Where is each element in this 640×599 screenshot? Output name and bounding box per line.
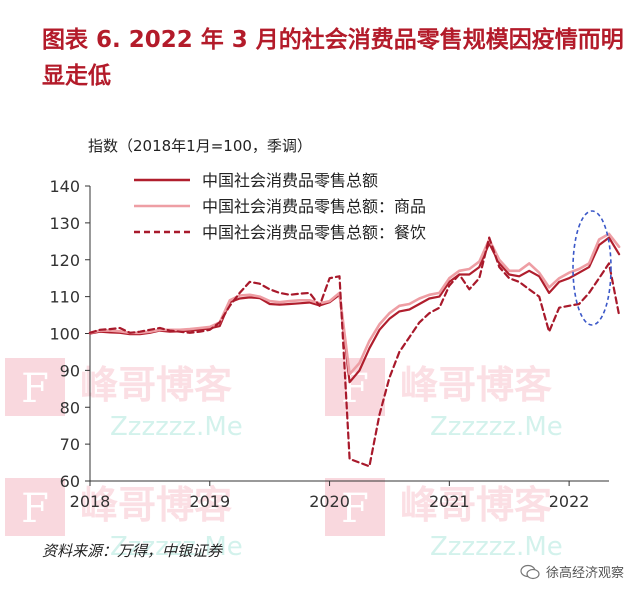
watermark-text: 峰哥博客	[400, 363, 552, 407]
legend-label-1: 中国社会消费品零售总额	[202, 171, 378, 190]
wechat-icon	[520, 564, 540, 579]
watermark-text: 峰哥博客	[400, 483, 552, 527]
y-tick-label: 140	[49, 177, 80, 196]
y-tick-label: 120	[49, 251, 80, 270]
watermark-letter: F	[21, 366, 49, 412]
watermark-logo	[5, 358, 65, 416]
footer-account: 徐高经济观察	[545, 566, 624, 581]
watermark-text: 峰哥博客	[80, 483, 232, 527]
y-tick-label: 80	[60, 398, 80, 417]
x-tick-label: 2020	[309, 492, 350, 511]
x-tick-label: 2018	[70, 492, 111, 511]
source-note: 资料来源：万得，中银证券	[42, 542, 223, 560]
watermark-letter: F	[341, 486, 369, 532]
watermark-logo	[5, 478, 65, 536]
legend-label-2: 中国社会消费品零售总额：商品	[202, 197, 426, 216]
page-title: 图表 6. 2022 年 3 月的社会消费品零售规模因疫情而明显走低	[42, 27, 624, 89]
y-tick-label: 90	[60, 361, 80, 380]
series-line-3	[88, 236, 621, 468]
legend-label-3: 中国社会消费品零售总额：餐饮	[202, 223, 426, 242]
series-line-2	[88, 232, 621, 376]
watermark: F 峰哥博客 Zzzzzz.Me F 峰哥博客 Zzzzzz.Me F 峰哥博客 Zzzzzz.…	[5, 358, 563, 562]
y-tick-label: 100	[49, 325, 80, 344]
watermark-logo	[325, 478, 385, 536]
watermark-sub: Zzzzzz.Me	[430, 412, 563, 442]
y-tick-label: 110	[49, 288, 80, 307]
y-tick-label: 60	[60, 472, 80, 491]
footer: 徐高经济观察	[520, 562, 624, 581]
watermark-sub: Zzzzzz.Me	[110, 532, 243, 562]
highlight-ellipse	[572, 210, 612, 326]
x-tick-label: 2019	[189, 492, 230, 511]
y-tick-label: 70	[60, 435, 80, 454]
watermark-text: 峰哥博客	[80, 363, 232, 407]
y-tick-label: 130	[49, 214, 80, 233]
x-tick-label: 2022	[549, 492, 590, 511]
watermark-sub: Zzzzzz.Me	[110, 412, 243, 442]
y-axis-label: 指数（2018年1月=100，季调）	[88, 137, 312, 155]
watermark-letter: F	[21, 486, 49, 532]
x-tick-label: 2021	[429, 492, 470, 511]
watermark-sub: Zzzzzz.Me	[430, 532, 563, 562]
